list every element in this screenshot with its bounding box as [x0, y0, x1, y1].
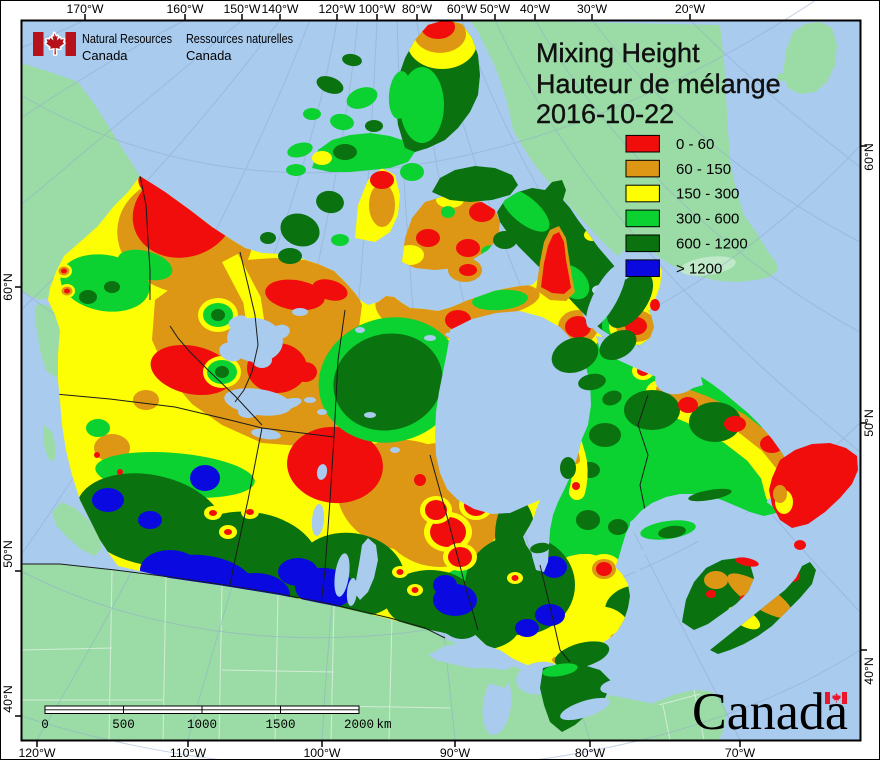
svg-text:Natural Resources: Natural Resources — [82, 31, 172, 46]
svg-text:80°W: 80°W — [402, 2, 433, 16]
svg-text:110°W: 110°W — [170, 746, 207, 760]
svg-text:Canada: Canada — [186, 48, 232, 63]
svg-text:60°N: 60°N — [1, 273, 15, 300]
svg-text:40°N: 40°N — [862, 657, 876, 684]
svg-text:60 - 150: 60 - 150 — [676, 161, 731, 178]
svg-text:Hauteur de mélange: Hauteur de mélange — [536, 69, 781, 99]
svg-text:80°W: 80°W — [575, 746, 606, 760]
svg-text:Canada: Canada — [82, 48, 128, 63]
svg-text:Canada: Canada — [692, 683, 848, 741]
svg-text:0: 0 — [41, 718, 49, 732]
svg-text:120°W: 120°W — [318, 2, 355, 16]
svg-text:1500: 1500 — [265, 718, 295, 732]
svg-text:30°W: 30°W — [577, 2, 608, 16]
svg-text:140°W: 140°W — [261, 2, 298, 16]
svg-text:170°W: 170°W — [66, 2, 103, 16]
svg-text:600 - 1200: 600 - 1200 — [676, 236, 748, 253]
svg-text:500: 500 — [112, 718, 135, 732]
svg-text:2000: 2000 — [344, 718, 374, 732]
svg-text:km: km — [376, 718, 391, 732]
svg-text:0 - 60: 0 - 60 — [676, 136, 714, 153]
svg-text:50°N: 50°N — [862, 409, 876, 436]
svg-text:90°W: 90°W — [440, 746, 471, 760]
svg-text:40°N: 40°N — [1, 685, 15, 712]
svg-text:100°W: 100°W — [358, 2, 395, 16]
svg-text:70°W: 70°W — [725, 746, 756, 760]
svg-text:Ressources naturelles: Ressources naturelles — [186, 31, 293, 46]
svg-text:100°W: 100°W — [303, 746, 340, 760]
svg-text:50°W: 50°W — [480, 2, 511, 16]
svg-text:300 - 600: 300 - 600 — [676, 211, 739, 228]
svg-text:> 1200: > 1200 — [676, 260, 722, 277]
svg-text:120°W: 120°W — [18, 746, 55, 760]
svg-text:160°W: 160°W — [166, 2, 203, 16]
svg-text:20°W: 20°W — [675, 2, 706, 16]
svg-text:150 - 300: 150 - 300 — [676, 186, 739, 203]
svg-text:40°W: 40°W — [520, 2, 551, 16]
svg-text:Mixing Height: Mixing Height — [536, 38, 700, 68]
svg-text:60°W: 60°W — [447, 2, 478, 16]
svg-text:2016-10-22: 2016-10-22 — [536, 99, 674, 129]
svg-text:60°N: 60°N — [862, 143, 876, 170]
svg-text:1000: 1000 — [187, 718, 217, 732]
svg-text:150°W: 150°W — [223, 2, 260, 16]
svg-text:50°N: 50°N — [1, 540, 15, 567]
